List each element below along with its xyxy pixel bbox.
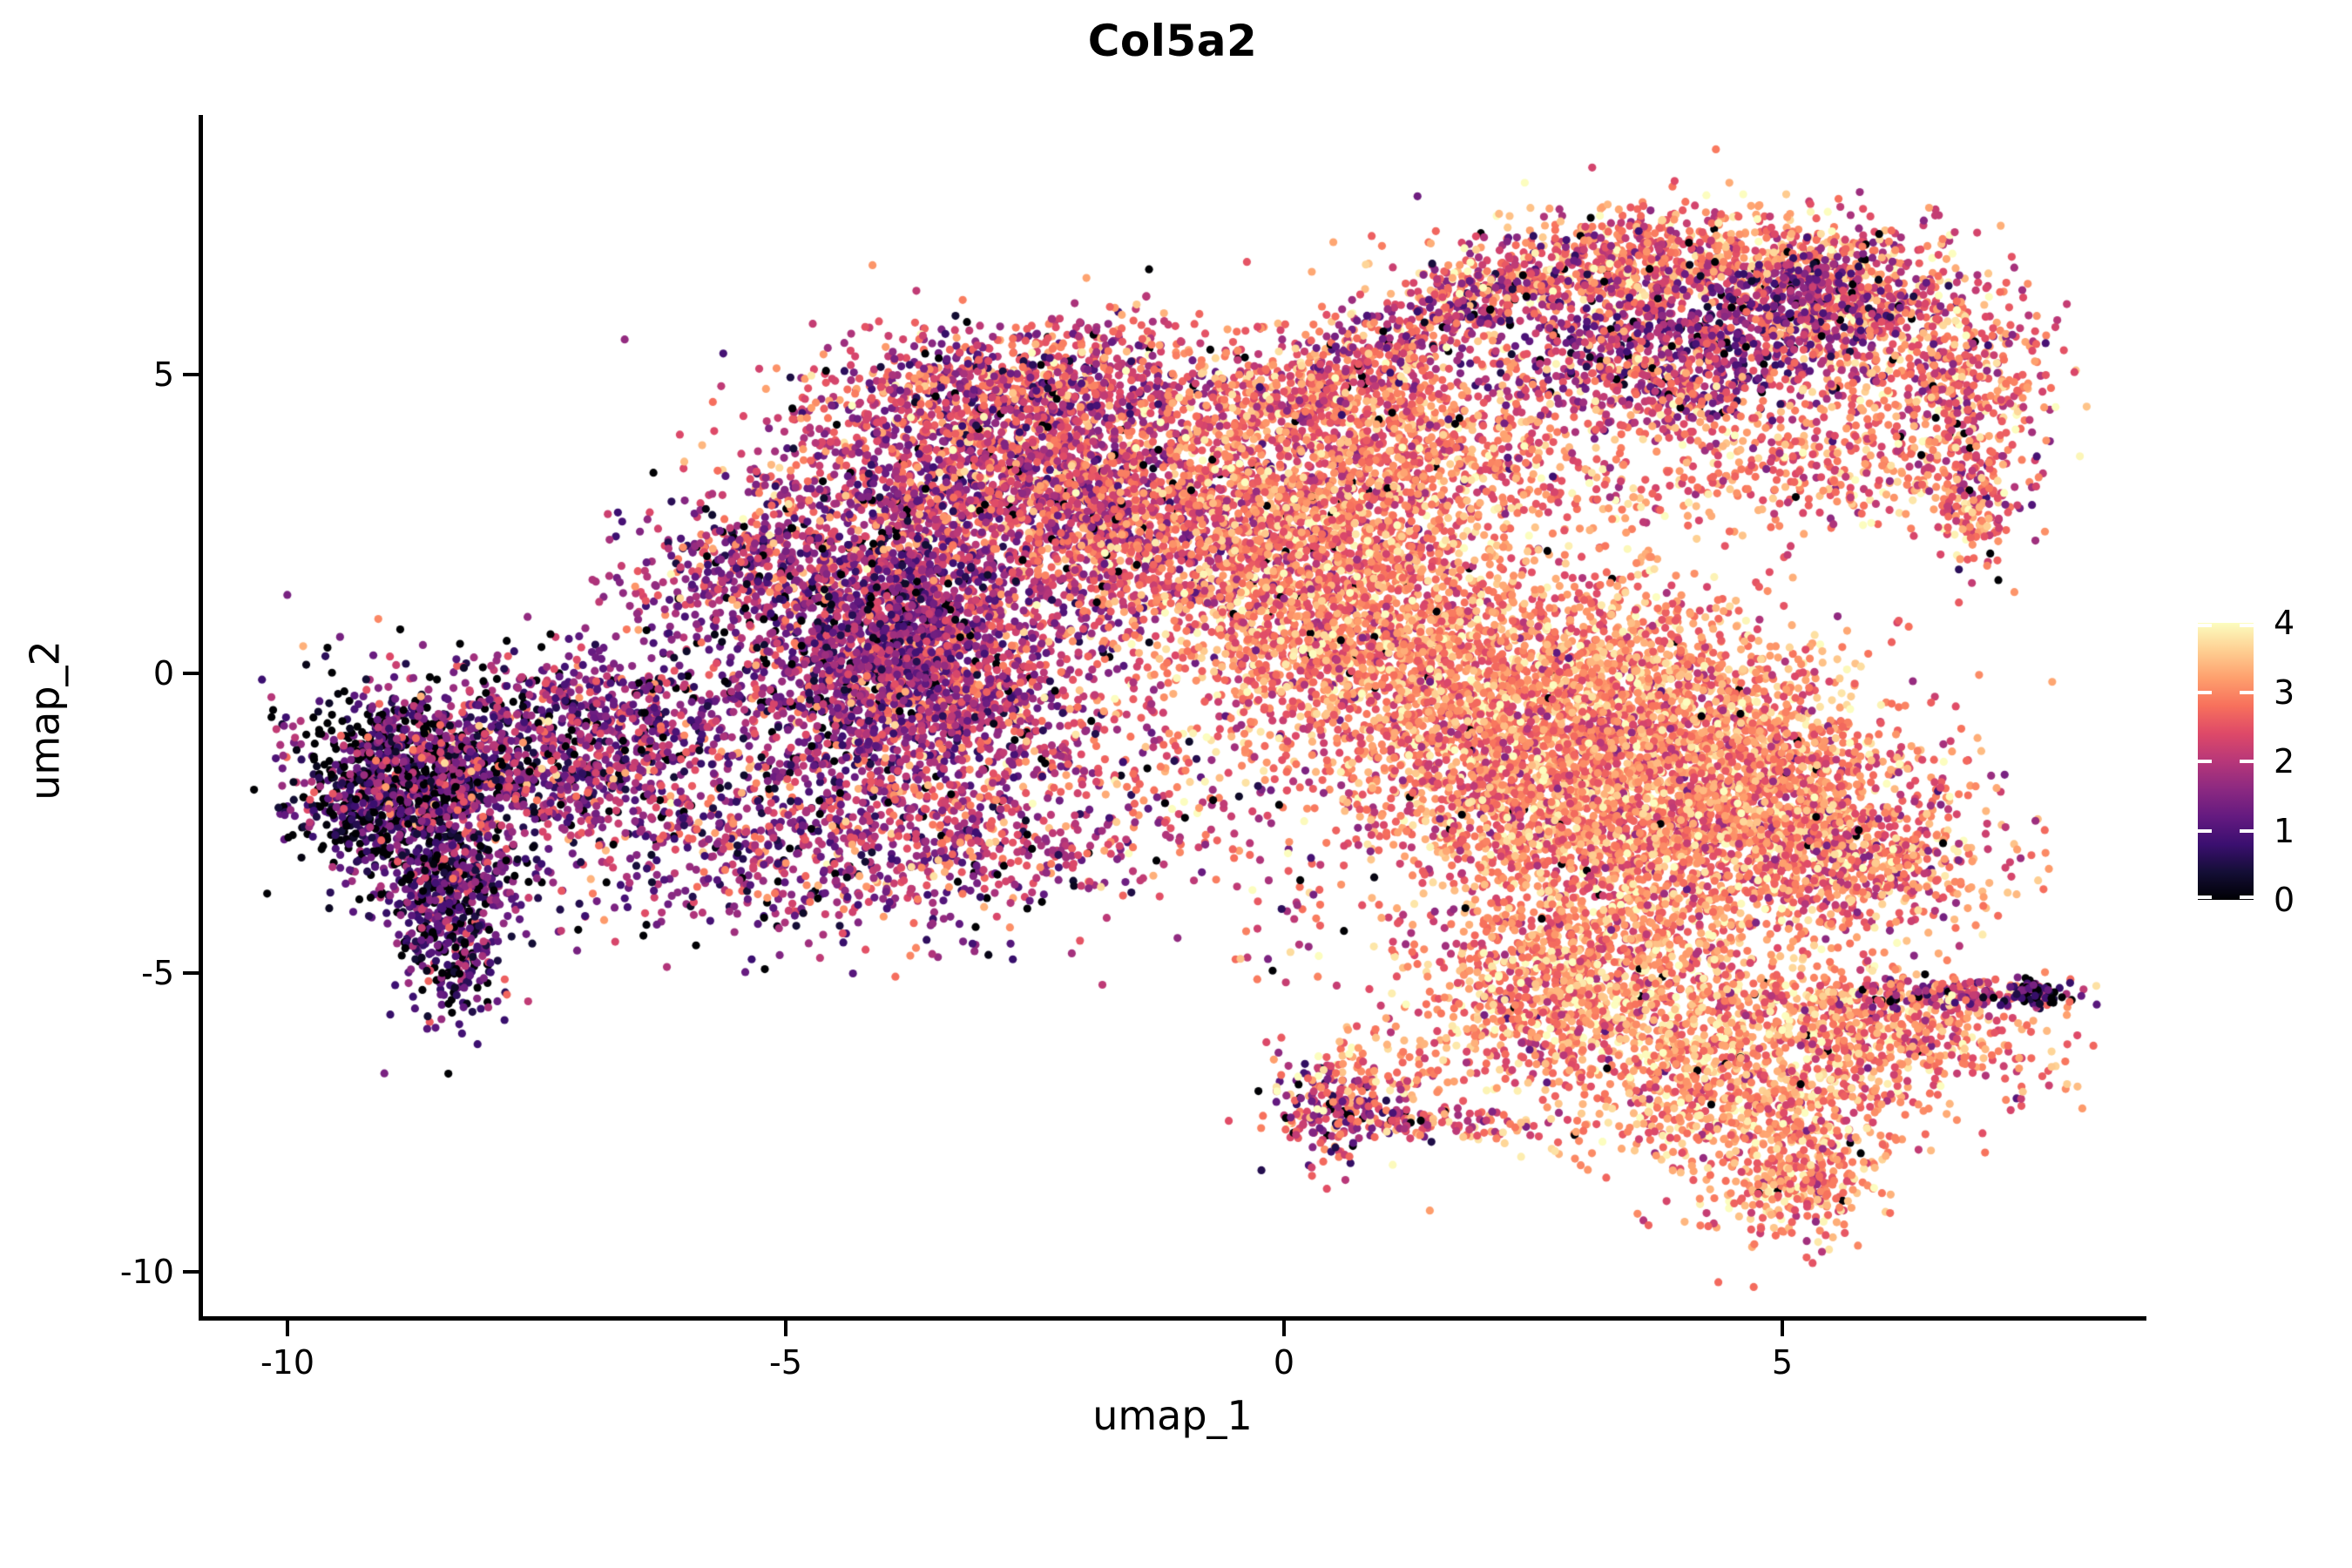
y-tick-label: -5 bbox=[141, 953, 174, 992]
y-tick-label: 5 bbox=[152, 355, 174, 394]
colorbar-tick-mark bbox=[2240, 624, 2254, 627]
y-axis-line bbox=[199, 115, 203, 1320]
colorbar-tick-mark bbox=[2240, 828, 2254, 833]
colorbar-tick-mark bbox=[2198, 760, 2212, 763]
colorbar-tick-mark bbox=[2198, 828, 2212, 833]
x-tick-label: -10 bbox=[260, 1343, 315, 1382]
x-tick-mark bbox=[286, 1321, 289, 1336]
colorbar-tick-label: 1 bbox=[2274, 811, 2295, 850]
y-tick-mark bbox=[183, 970, 199, 975]
x-tick-mark bbox=[1282, 1321, 1286, 1336]
x-axis-title: umap_1 bbox=[1092, 1392, 1253, 1439]
y-tick-mark bbox=[183, 372, 199, 376]
x-tick-label: 5 bbox=[1771, 1343, 1794, 1382]
x-tick-mark bbox=[784, 1321, 787, 1336]
colorbar-tick-mark bbox=[2240, 896, 2254, 899]
y-tick-label: 0 bbox=[152, 654, 174, 693]
y-tick-mark bbox=[183, 1270, 199, 1274]
x-tick-mark bbox=[1781, 1321, 1784, 1336]
colorbar-tick-label: 0 bbox=[2274, 881, 2295, 919]
y-tick-mark bbox=[183, 672, 199, 675]
colorbar-tick-mark bbox=[2240, 690, 2254, 694]
colorbar-tick-mark bbox=[2198, 690, 2212, 694]
colorbar-tick-label: 4 bbox=[2274, 604, 2295, 642]
y-axis-title: umap_2 bbox=[21, 640, 69, 801]
colorbar-tick-mark bbox=[2198, 624, 2212, 627]
x-tick-label: 0 bbox=[1273, 1343, 1295, 1382]
colorbar-tick-mark bbox=[2240, 760, 2254, 763]
x-tick-label: -5 bbox=[769, 1343, 802, 1382]
colorbar-tick-mark bbox=[2198, 896, 2212, 899]
y-tick-label: -10 bbox=[119, 1253, 174, 1291]
colorbar-tick-label: 2 bbox=[2274, 742, 2295, 781]
x-axis-line bbox=[199, 1316, 2146, 1321]
colorbar-tick-label: 3 bbox=[2274, 672, 2295, 712]
